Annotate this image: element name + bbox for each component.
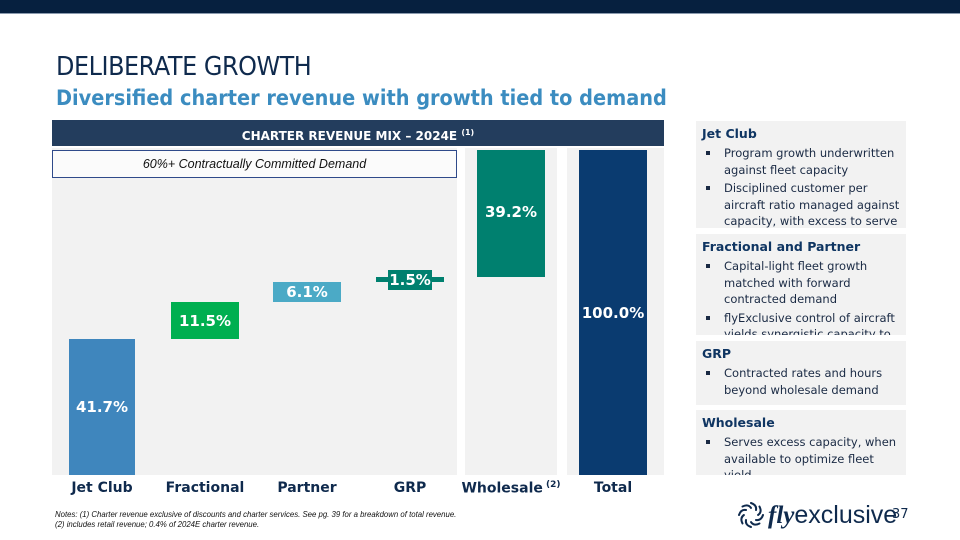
sidebar-bullet-list: Contracted rates and hours beyond wholes…	[702, 365, 900, 398]
bar-value-label: 41.7%	[75, 398, 129, 417]
sidebar-section: Wholesale Serves excess capacity, when av…	[696, 410, 906, 475]
sidebar-bullet: Program growth underwritten against flee…	[702, 145, 900, 178]
category-label: Wholesale (2)	[461, 480, 561, 497]
chart-title-text: CHARTER REVENUE MIX – 2024E	[241, 129, 458, 143]
sidebar-section-heading: GRP	[702, 346, 732, 361]
sidebar-bullet-list: Capital-light fleet growth matched with …	[702, 258, 900, 335]
bar-jet-club	[69, 339, 135, 475]
bar-wholesale	[477, 150, 545, 278]
page-title: DELIBERATE GROWTH	[56, 52, 312, 82]
category-footnote: (2)	[542, 480, 561, 490]
page-subtitle: Diversified charter revenue with growth …	[56, 86, 667, 110]
category-label: GRP	[393, 480, 427, 496]
bar-fractional	[171, 302, 239, 340]
sidebar-bullet-list: Program growth underwritten against flee…	[702, 145, 900, 228]
footnotes: Notes: (1) Charter revenue exclusive of …	[55, 510, 456, 530]
category-label: Jet Club	[71, 480, 133, 496]
bar-value-label: 39.2%	[484, 203, 538, 221]
sidebar-section-heading: Jet Club	[702, 126, 757, 141]
bar-value-label: 1.5%	[388, 269, 432, 290]
footnote-1: Notes: (1) Charter revenue exclusive of …	[55, 510, 457, 519]
top-banner	[0, 0, 960, 14]
sidebar-bullet: Capital-light fleet growth matched with …	[702, 258, 900, 308]
bar-value-label: 100.0%	[581, 304, 645, 322]
sidebar-section: GRP Contracted rates and hours beyond who…	[696, 341, 906, 405]
bar-partner	[273, 282, 341, 303]
category-label: Total	[593, 480, 633, 496]
bar-value-label: 11.5%	[178, 311, 232, 330]
bar-value-label: 6.1%	[286, 283, 328, 302]
committed-demand-annotation: 60%+ Contractually Committed Demand	[52, 150, 457, 178]
sidebar-bullet: flyExclusive control of aircraft yields …	[702, 310, 900, 335]
sidebar-bullet: Serves excess capacity, when available t…	[702, 434, 900, 475]
category-label: Fractional	[165, 480, 245, 496]
sidebar-section: Fractional and Partner Capital-light flee…	[696, 234, 906, 335]
sidebar-section-heading: Wholesale	[702, 415, 775, 430]
logo-wordmark: flyexclusive	[768, 500, 898, 529]
bar-total	[579, 150, 647, 475]
page-number: 37	[892, 507, 909, 522]
chart-title-footnote: (1)	[461, 128, 475, 137]
category-label: Partner	[277, 480, 337, 496]
sidebar-bullet: Disciplined customer per aircraft ratio …	[702, 180, 900, 228]
sidebar-bullet-list: Serves excess capacity, when available t…	[702, 434, 900, 475]
sidebar-bullet: Contracted rates and hours beyond wholes…	[702, 365, 900, 398]
sidebar-section: Jet Club Program growth underwritten agai…	[696, 121, 906, 228]
footnote-2: (2) includes retail revenue; 0.4% of 202…	[55, 520, 260, 529]
chart-title: CHARTER REVENUE MIX – 2024E (1)	[52, 120, 664, 146]
sidebar-section-heading: Fractional and Partner	[702, 239, 861, 254]
logo-swirl-icon	[738, 502, 764, 528]
company-logo: flyexclusive	[734, 500, 897, 530]
